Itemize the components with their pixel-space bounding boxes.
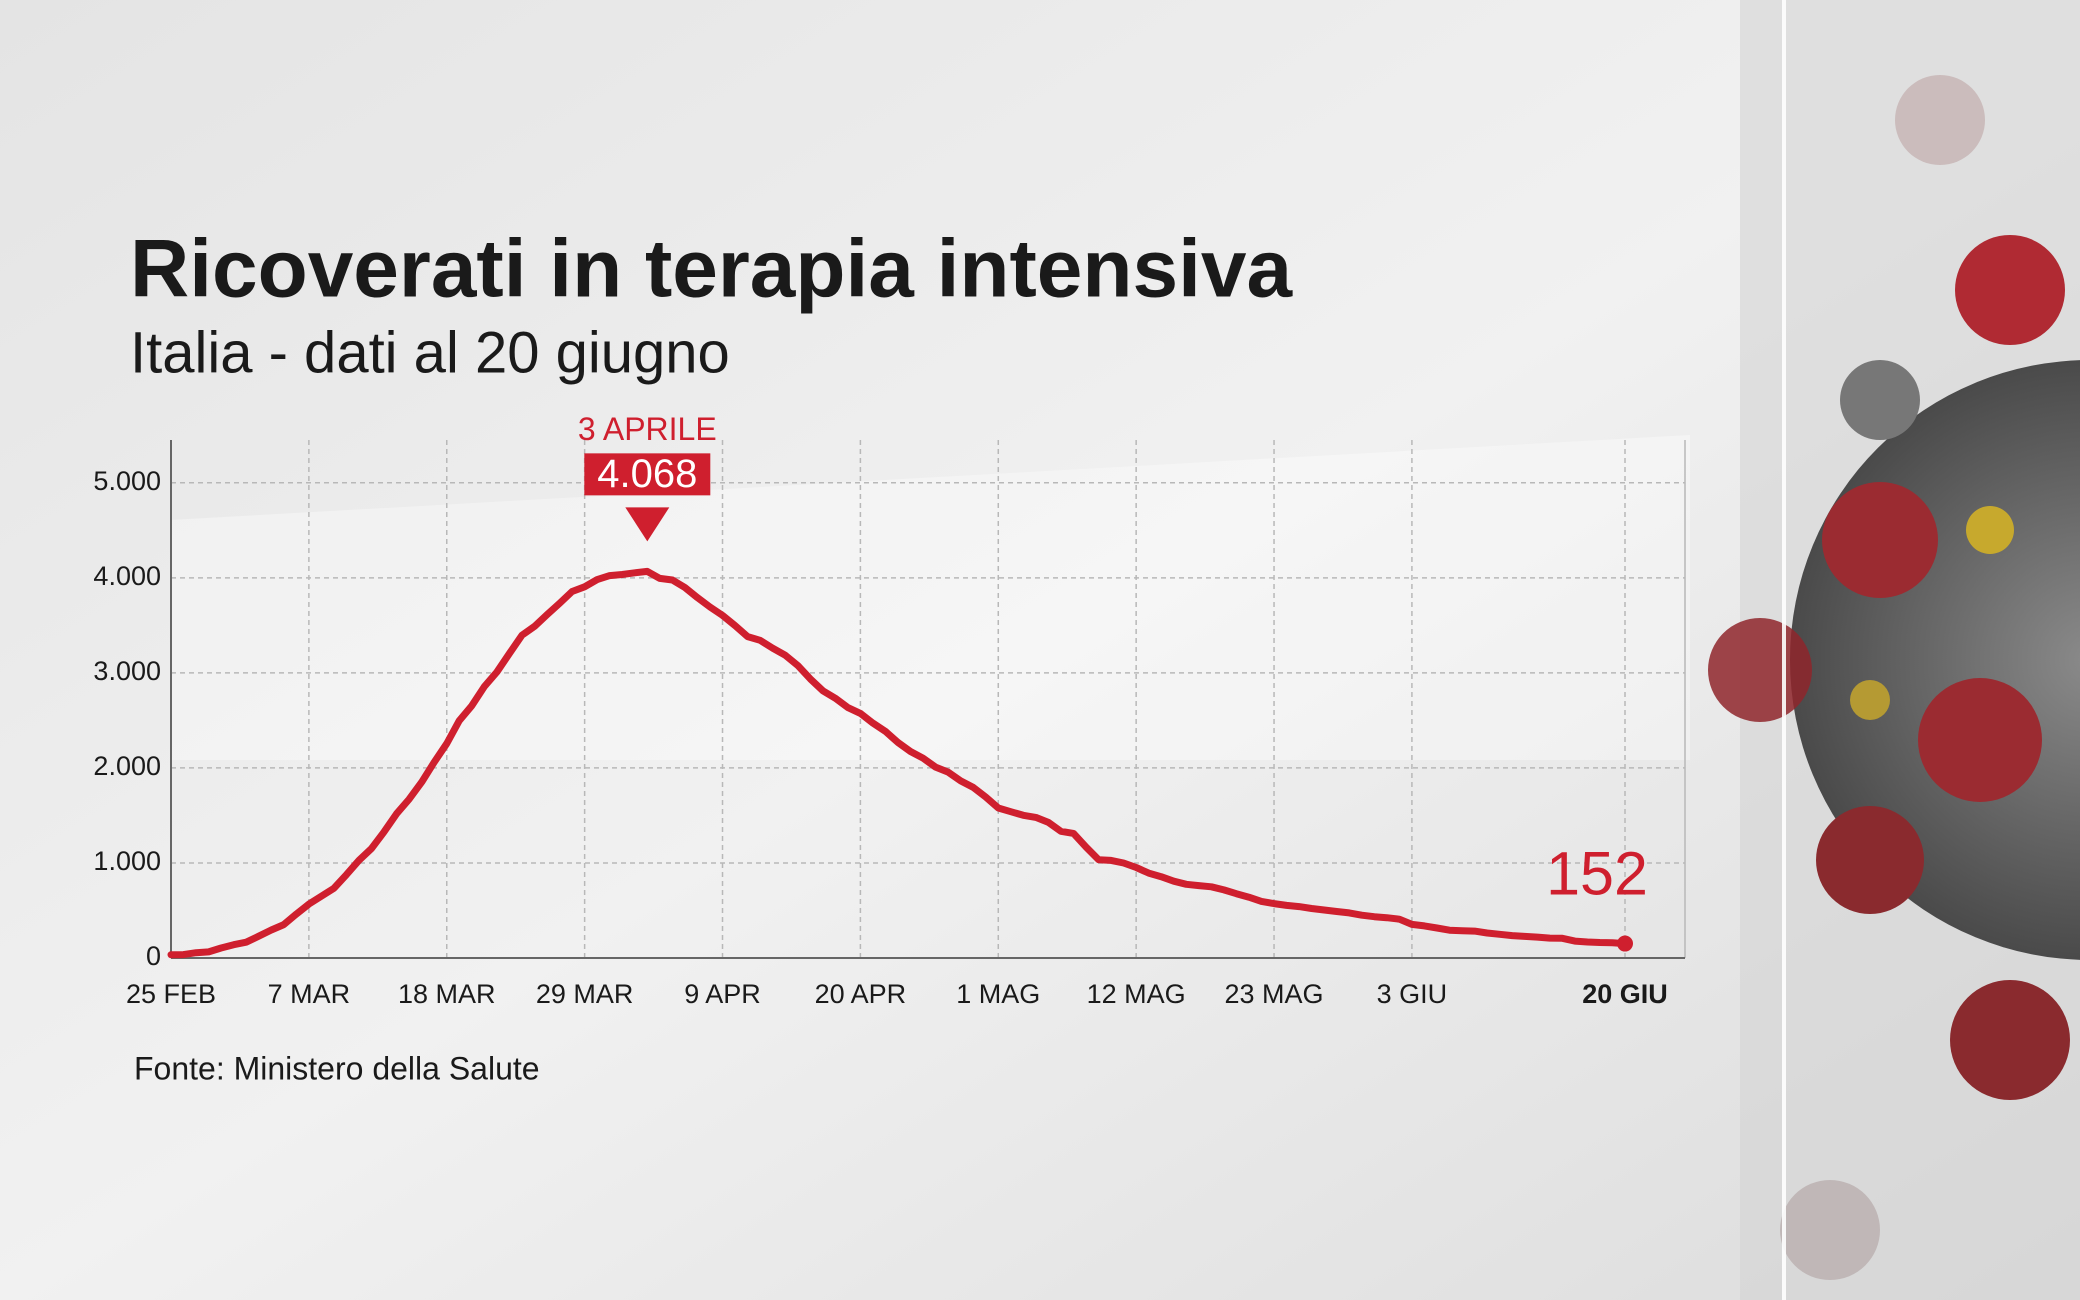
chart-subtitle: Italia - dati al 20 giugno	[130, 320, 730, 385]
peak-marker	[625, 507, 670, 542]
y-tick-label: 4.000	[93, 561, 161, 591]
y-tick-label: 0	[146, 941, 161, 971]
x-tick-label: 25 FEB	[126, 979, 216, 1009]
data-line	[167, 567, 1629, 959]
annotation: 3 APRILE	[578, 411, 717, 447]
chart-title: Ricoverati in terapia intensiva	[130, 224, 1293, 315]
background-band	[170, 435, 1690, 760]
x-tick-label: 7 MAR	[268, 979, 351, 1009]
y-tick-label: 2.000	[93, 751, 161, 781]
y-tick-label: 3.000	[93, 656, 161, 686]
virus-decoration	[1708, 0, 2080, 1300]
value-label: 4.068	[597, 452, 697, 496]
x-tick-label: 18 MAR	[398, 979, 496, 1009]
end-point	[1617, 935, 1633, 952]
y-tick-label: 1.000	[93, 846, 161, 876]
value-label-box	[584, 453, 711, 496]
x-tick-label: 29 MAR	[536, 979, 634, 1009]
x-tick-label: 3 GIU	[1377, 979, 1448, 1009]
x-tick-label: 12 MAG	[1087, 979, 1186, 1009]
x-tick-label: 20 GIU	[1582, 979, 1668, 1009]
x-tick-label: 1 MAG	[956, 979, 1040, 1009]
x-tick-label: 9 APR	[684, 979, 761, 1009]
x-tick-label: 20 APR	[815, 979, 907, 1009]
x-tick-label: 23 MAG	[1225, 979, 1324, 1009]
source: Fonte: Ministero della Salute	[134, 1050, 540, 1086]
value-label: 152	[1546, 840, 1648, 908]
y-tick-label: 5.000	[93, 466, 161, 496]
